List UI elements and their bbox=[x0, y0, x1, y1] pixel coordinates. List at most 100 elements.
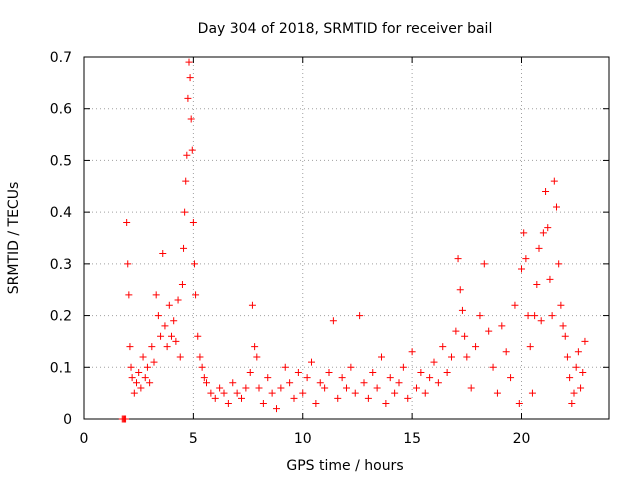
data-point bbox=[251, 343, 259, 351]
data-point bbox=[553, 203, 560, 211]
data-point bbox=[579, 368, 587, 376]
data-point bbox=[321, 384, 329, 392]
data-point bbox=[146, 379, 154, 387]
data-point bbox=[308, 358, 315, 366]
data-point bbox=[224, 399, 232, 407]
data-point bbox=[378, 353, 385, 361]
data-point bbox=[559, 322, 567, 330]
data-point bbox=[502, 348, 510, 356]
data-point bbox=[294, 368, 302, 376]
data-point bbox=[168, 332, 175, 340]
data-point bbox=[198, 363, 206, 371]
data-point bbox=[472, 343, 480, 351]
data-point bbox=[577, 384, 585, 392]
data-point bbox=[253, 353, 261, 361]
data-point bbox=[364, 394, 372, 402]
data-point bbox=[180, 244, 188, 252]
data-point bbox=[286, 379, 294, 387]
data-point bbox=[126, 343, 134, 351]
data-point bbox=[369, 368, 377, 376]
data-point bbox=[531, 312, 539, 320]
data-point bbox=[546, 275, 554, 283]
data-point bbox=[408, 348, 416, 356]
grid bbox=[84, 57, 609, 419]
data-point bbox=[329, 317, 337, 325]
data-point bbox=[498, 322, 506, 330]
data-point bbox=[157, 332, 165, 340]
data-point bbox=[152, 291, 160, 299]
data-point bbox=[568, 399, 576, 407]
data-point bbox=[238, 394, 245, 402]
y-tick-label: 0.4 bbox=[50, 205, 72, 221]
data-point bbox=[533, 281, 541, 289]
data-point bbox=[185, 58, 193, 66]
data-point bbox=[520, 229, 528, 237]
data-point bbox=[555, 260, 563, 268]
data-point bbox=[170, 317, 178, 325]
data-point bbox=[570, 389, 578, 397]
data-point bbox=[207, 389, 215, 397]
data-point bbox=[391, 389, 399, 397]
data-point bbox=[141, 374, 149, 382]
data-point bbox=[518, 265, 525, 273]
data-point bbox=[399, 363, 407, 371]
data-point bbox=[526, 343, 534, 351]
data-point bbox=[242, 384, 250, 392]
x-tick-label: 10 bbox=[294, 431, 312, 447]
data-point bbox=[246, 368, 254, 376]
data-point bbox=[557, 301, 565, 309]
data-point bbox=[264, 374, 272, 382]
data-point bbox=[535, 244, 543, 252]
data-point bbox=[303, 374, 311, 382]
data-point bbox=[566, 374, 574, 382]
data-point bbox=[542, 187, 550, 195]
data-point bbox=[421, 389, 429, 397]
data-point bbox=[507, 374, 515, 382]
data-point bbox=[133, 379, 140, 387]
data-point bbox=[159, 250, 167, 258]
data-point bbox=[511, 301, 519, 309]
data-point bbox=[386, 374, 394, 382]
data-point bbox=[137, 384, 145, 392]
data-point bbox=[229, 379, 237, 387]
data-point bbox=[139, 353, 147, 361]
data-point bbox=[220, 389, 228, 397]
data-point bbox=[189, 218, 197, 226]
data-point bbox=[216, 384, 224, 392]
data-point bbox=[124, 260, 132, 268]
data-point bbox=[203, 379, 210, 387]
data-point bbox=[255, 384, 263, 392]
data-point bbox=[130, 389, 138, 397]
data-point bbox=[452, 327, 460, 335]
data-point bbox=[127, 363, 135, 371]
y-tick-label: 0.7 bbox=[50, 50, 72, 66]
data-point bbox=[404, 394, 412, 402]
data-point bbox=[563, 353, 571, 361]
data-point bbox=[125, 291, 133, 299]
data-point bbox=[277, 384, 285, 392]
data-point bbox=[123, 218, 131, 226]
data-point bbox=[537, 317, 545, 325]
data-point bbox=[148, 343, 156, 351]
data-point bbox=[161, 322, 169, 330]
data-point bbox=[233, 389, 241, 397]
data-point bbox=[550, 177, 558, 185]
data-point bbox=[183, 151, 191, 159]
data-point bbox=[382, 399, 390, 407]
plot-frame bbox=[83, 56, 610, 420]
data-point bbox=[347, 363, 355, 371]
data-point bbox=[426, 374, 434, 382]
x-tick-label: 0 bbox=[80, 431, 89, 447]
data-point bbox=[395, 379, 403, 387]
data-point bbox=[448, 353, 455, 361]
data-point bbox=[154, 312, 162, 320]
y-axis-label: SRMTID / TECUs bbox=[6, 182, 22, 295]
data-point bbox=[128, 374, 136, 382]
data-point bbox=[190, 260, 198, 268]
data-point bbox=[480, 260, 488, 268]
data-point bbox=[268, 389, 276, 397]
data-point bbox=[544, 224, 552, 232]
data-points bbox=[118, 58, 589, 423]
x-axis-label: GPS time / hours bbox=[286, 458, 403, 474]
data-point bbox=[581, 337, 589, 345]
